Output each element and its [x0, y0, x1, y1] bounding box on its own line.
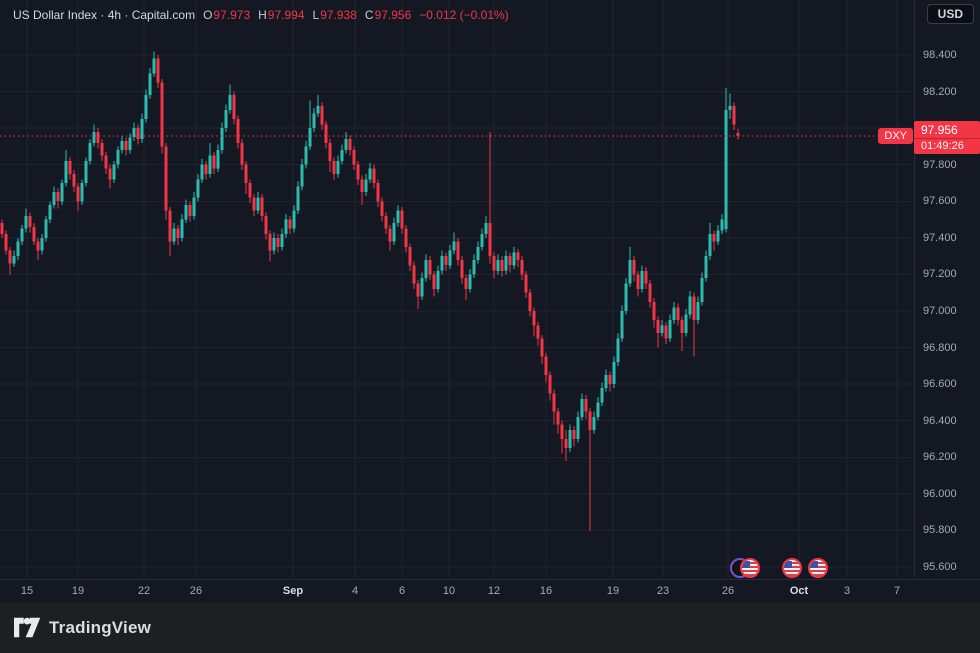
high-label: H: [258, 8, 267, 22]
low-value: 97.938: [320, 8, 357, 22]
price-tick-label: 97.600: [923, 195, 957, 208]
price-scale[interactable]: 98.40098.20098.00097.80097.60097.40097.2…: [914, 0, 980, 578]
close-value: 97.956: [374, 8, 412, 22]
price-tick-label: 96.000: [923, 487, 957, 500]
tradingview-logo-text: TradingView: [49, 617, 152, 637]
time-tick-label: 19: [606, 585, 620, 597]
price-tick-label: 95.600: [923, 561, 957, 573]
time-tick-label: 23: [656, 585, 670, 597]
bottom-toolbar: TradingView: [0, 602, 980, 653]
time-tick-label: 16: [539, 585, 553, 597]
open-value: 97.973: [213, 8, 251, 22]
ohlc-open: O 97.973: [203, 7, 250, 23]
price-tick-label: 97.200: [923, 268, 957, 281]
us-flag-event-icon[interactable]: [808, 558, 828, 578]
low-label: L: [312, 8, 320, 22]
time-tick-label: 4: [351, 585, 359, 597]
time-tick-label: 10: [442, 585, 456, 597]
time-tick-label: 12: [487, 585, 501, 597]
time-tick-label: Oct: [789, 585, 809, 597]
time-tick-label: 3: [843, 585, 851, 597]
time-tick-label: 22: [137, 585, 151, 597]
time-scale[interactable]: 15 19 22 26 Sep 4 6 10 12 16 19 23 26 Oct 3 7: [0, 579, 980, 603]
chart-pane: US Dollar Index · 4h · Capital.com O 97.…: [0, 0, 980, 603]
close-label: C: [364, 8, 374, 22]
time-tick-label: 26: [189, 585, 203, 597]
ohlc-close: C 97.956: [365, 7, 411, 23]
price-tick-label: 95.800: [923, 524, 957, 537]
tradingview-logo[interactable]: TradingView: [14, 617, 151, 638]
time-tick-label: 19: [71, 585, 85, 597]
currency-unit-button[interactable]: USD: [926, 4, 974, 24]
price-tick-label: 97.400: [923, 231, 957, 244]
price-tick-label: 96.800: [923, 341, 957, 354]
price-tick-label: 96.600: [923, 378, 957, 391]
high-value: 97.994: [267, 8, 305, 22]
open-label: O: [203, 8, 213, 22]
price-tick-label: 98.200: [923, 85, 957, 98]
symbol-price-tag: DXY: [878, 128, 913, 144]
bar-countdown: 01:49:26: [914, 138, 980, 154]
price-tick-label: 96.400: [923, 414, 957, 427]
ohlc-low: L 97.938: [313, 7, 357, 23]
price-change: −0.012 (−0.01%): [419, 8, 509, 22]
time-tick-label: 7: [893, 585, 901, 597]
price-tick-label: 98.400: [923, 49, 957, 61]
time-tick-label: 15: [20, 585, 34, 597]
symbol-title[interactable]: US Dollar Index · 4h · Capital.com: [13, 8, 196, 22]
price-tick-label: 97.000: [923, 305, 957, 317]
ohlc-high: H 97.994: [258, 7, 304, 23]
price-tick-label: 97.800: [923, 158, 957, 171]
last-price-label: 97.956 01:49:26: [914, 121, 980, 154]
tradingview-logo-icon: [14, 617, 41, 638]
chart-legend: US Dollar Index · 4h · Capital.com O 97.…: [13, 7, 509, 23]
last-price-value: 97.956: [921, 123, 958, 137]
price-tick-label: 96.200: [923, 451, 957, 464]
us-flag-event-icon[interactable]: [740, 558, 760, 578]
us-flag-event-icon[interactable]: [782, 558, 802, 578]
time-tick-label: 6: [398, 585, 406, 597]
candlestick-chart[interactable]: [0, 0, 914, 578]
time-tick-label: 26: [721, 585, 735, 597]
time-tick-label: Sep: [282, 585, 304, 597]
